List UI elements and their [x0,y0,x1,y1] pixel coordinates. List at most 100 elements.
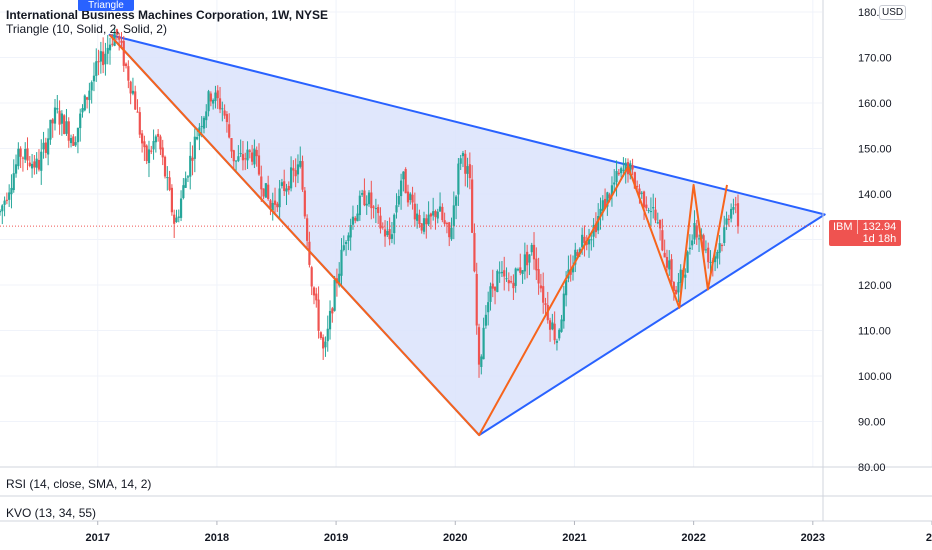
candle-body [377,207,380,214]
candle-body [560,319,563,332]
candle-body [241,154,245,161]
candle-body [150,150,153,152]
candle-body [725,218,728,225]
candle-body [608,194,611,199]
candle-body [367,192,371,205]
candle-body [466,166,469,174]
candle-body [33,161,36,168]
candle-body [393,214,396,234]
candle-body [736,203,740,227]
candle-body [92,75,96,82]
candle-body [379,215,382,229]
candle-body [333,279,336,311]
candle-body [704,249,708,251]
kvo-pane-label[interactable]: KVO (13, 34, 55) [6,506,97,520]
candle-body [535,258,538,271]
candle-body [677,282,680,293]
candle-body [216,90,219,99]
x-tick-label: 2021 [562,532,586,544]
x-tick-label: 2019 [324,532,348,544]
candle-body [450,227,453,240]
candle-body [42,142,45,150]
currency-selector[interactable]: USD [879,5,907,20]
candle-body [58,110,61,125]
candle-body [574,249,577,265]
candle-body [19,148,22,157]
candle-body [280,182,284,186]
candle-body [310,267,313,287]
rsi-pane-label[interactable]: RSI (14, close, SMA, 14, 2) [6,477,152,491]
candle-body [76,127,80,143]
candle-body [654,209,657,221]
candle-body [491,283,494,289]
candle-body [409,193,412,200]
candle-body [528,254,531,263]
candle-body [173,214,176,224]
candle-body [315,293,318,301]
candle-body [555,340,559,343]
candle-body [124,63,128,67]
candle-body [207,91,210,112]
candle-body [487,302,490,313]
candle-body [221,108,224,110]
candle-body [601,200,604,212]
candle-body [594,223,598,233]
candle-body [136,111,139,113]
candle-body [289,167,293,189]
candle-body [454,196,458,206]
candle-body [406,191,410,203]
candle-body [716,251,719,259]
candle-body [544,303,547,305]
y-tick-label: 170.00 [858,53,892,65]
y-tick-label: 100.00 [858,371,892,383]
candle-body [445,223,449,225]
candle-body [658,219,662,229]
candle-body [351,216,355,225]
candle-body [461,152,465,157]
candle-body [599,208,602,217]
candle-body [693,223,696,240]
indicator-legend[interactable]: Triangle (10, Solid, 2, Solid, 2) [6,22,167,36]
candle-body [230,138,233,152]
candle-body [218,98,222,110]
candle-body [670,259,673,282]
candle-body [484,314,487,326]
candle-body [615,171,618,183]
candle-body [523,254,526,272]
candle-body [675,289,678,295]
candle-body [283,181,286,191]
candle-body [468,164,471,179]
candle-body [163,156,167,177]
candle-body [255,149,258,157]
candle-body [72,136,75,146]
candle-body [597,216,600,231]
candle-body [30,163,34,169]
candle-body [702,235,705,251]
y-tick-label: 150.00 [858,144,892,156]
candle-body [723,227,726,243]
candle-body [175,217,178,223]
candle-body [234,160,238,162]
candle-body [363,190,366,206]
candle-body [141,133,144,144]
x-tick-label: 2018 [205,532,229,544]
candle-body [730,208,733,219]
candle-body [122,40,125,66]
candle-body [143,141,146,148]
candle-body [668,260,671,270]
candle-body [260,176,263,190]
candle-body [21,157,25,159]
candle-body [532,244,536,260]
symbol-title[interactable]: International Business Machines Corporat… [6,8,329,22]
candle-body [411,194,414,203]
y-tick-label: 90.00 [858,417,886,429]
drawing-label-flag[interactable]: Triangle [78,0,134,11]
candle-body [244,158,247,160]
candle-body [624,162,627,173]
candle-body [273,200,277,205]
candle-body [102,51,105,66]
candle-body [251,152,254,162]
candle-body [629,163,632,176]
candle-body [17,148,20,167]
